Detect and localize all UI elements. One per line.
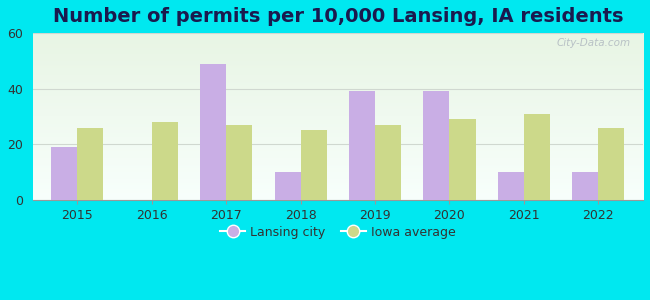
Bar	[300, 130, 327, 200]
Bar	[51, 147, 77, 200]
Bar	[423, 92, 450, 200]
Legend: Lansing city, Iowa average: Lansing city, Iowa average	[215, 221, 460, 244]
Bar	[349, 92, 375, 200]
Bar	[498, 172, 524, 200]
Text: City-Data.com: City-Data.com	[556, 38, 631, 48]
Bar	[77, 128, 103, 200]
Title: Number of permits per 10,000 Lansing, IA residents: Number of permits per 10,000 Lansing, IA…	[53, 7, 623, 26]
Bar	[274, 172, 300, 200]
Bar	[573, 172, 599, 200]
Bar	[450, 119, 476, 200]
Bar	[375, 125, 401, 200]
Bar	[599, 128, 625, 200]
Bar	[226, 125, 252, 200]
Bar	[200, 64, 226, 200]
Bar	[524, 114, 550, 200]
Bar	[151, 122, 177, 200]
